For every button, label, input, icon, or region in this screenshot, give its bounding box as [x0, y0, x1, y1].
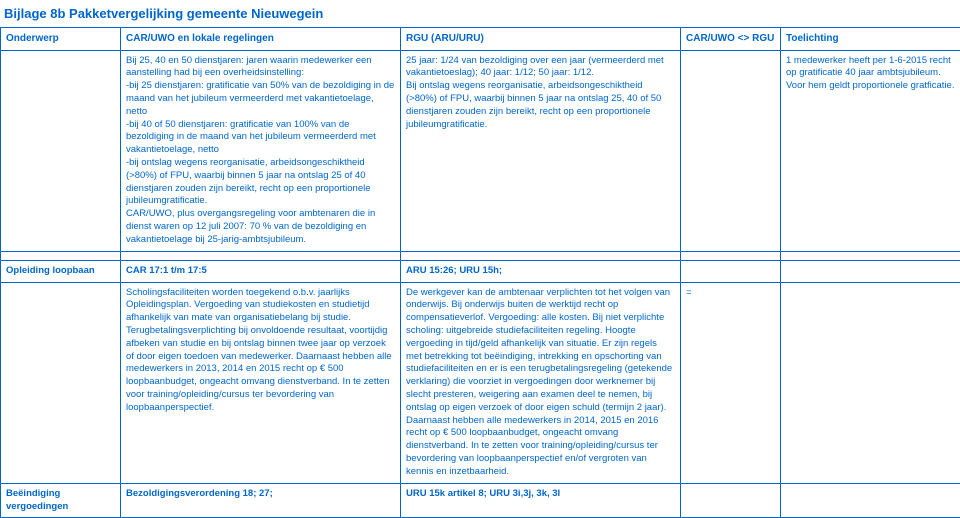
table-cell: [781, 282, 960, 483]
table-cell: [121, 251, 401, 260]
table-cell: [681, 483, 781, 518]
table-row: [1, 251, 960, 260]
table-cell: Scholingsfaciliteiten worden toegekend o…: [121, 282, 401, 483]
comparison-table: Onderwerp CAR/UWO en lokale regelingen R…: [0, 27, 960, 518]
table-cell: Bij 25, 40 en 50 dienstjaren: jaren waar…: [121, 50, 401, 251]
table-cell: URU 15k artikel 8; URU 3i,3j, 3k, 3l: [401, 483, 681, 518]
table-cell: [681, 251, 781, 260]
table-row: Bij 25, 40 en 50 dienstjaren: jaren waar…: [1, 50, 960, 251]
header-toelichting: Toelichting: [781, 28, 960, 51]
table-cell: ARU 15:26; URU 15h;: [401, 260, 681, 282]
table-cell: [1, 251, 121, 260]
header-rgu: RGU (ARU/URU): [401, 28, 681, 51]
table-cell: [1, 282, 121, 483]
table-row: Opleiding loopbaanCAR 17:1 t/m 17:5ARU 1…: [1, 260, 960, 282]
table-cell: =: [681, 282, 781, 483]
table-cell: 1 medewerker heeft per 1-6-2015 recht op…: [781, 50, 960, 251]
table-cell: Beëindiging vergoedingen: [1, 483, 121, 518]
table-cell: CAR 17:1 t/m 17:5: [121, 260, 401, 282]
table-cell: [401, 251, 681, 260]
table-row: Scholingsfaciliteiten worden toegekend o…: [1, 282, 960, 483]
table-cell: Opleiding loopbaan: [1, 260, 121, 282]
table-cell: [1, 50, 121, 251]
table-row: Beëindiging vergoedingenBezoldigingsvero…: [1, 483, 960, 518]
table-cell: 25 jaar: 1/24 van bezoldiging over een j…: [401, 50, 681, 251]
page-title: Bijlage 8b Pakketvergelijking gemeente N…: [0, 0, 960, 27]
table-header-row: Onderwerp CAR/UWO en lokale regelingen R…: [1, 28, 960, 51]
table-cell: [781, 251, 960, 260]
header-compare: CAR/UWO <> RGU: [681, 28, 781, 51]
table-cell: [781, 483, 960, 518]
header-car-uwo: CAR/UWO en lokale regelingen: [121, 28, 401, 51]
table-cell: De werkgever kan de ambtenaar verplichte…: [401, 282, 681, 483]
table-cell: Bezoldigingsverordening 18; 27;: [121, 483, 401, 518]
table-cell: [681, 260, 781, 282]
header-onderwerp: Onderwerp: [1, 28, 121, 51]
table-cell: [781, 260, 960, 282]
table-cell: [681, 50, 781, 251]
